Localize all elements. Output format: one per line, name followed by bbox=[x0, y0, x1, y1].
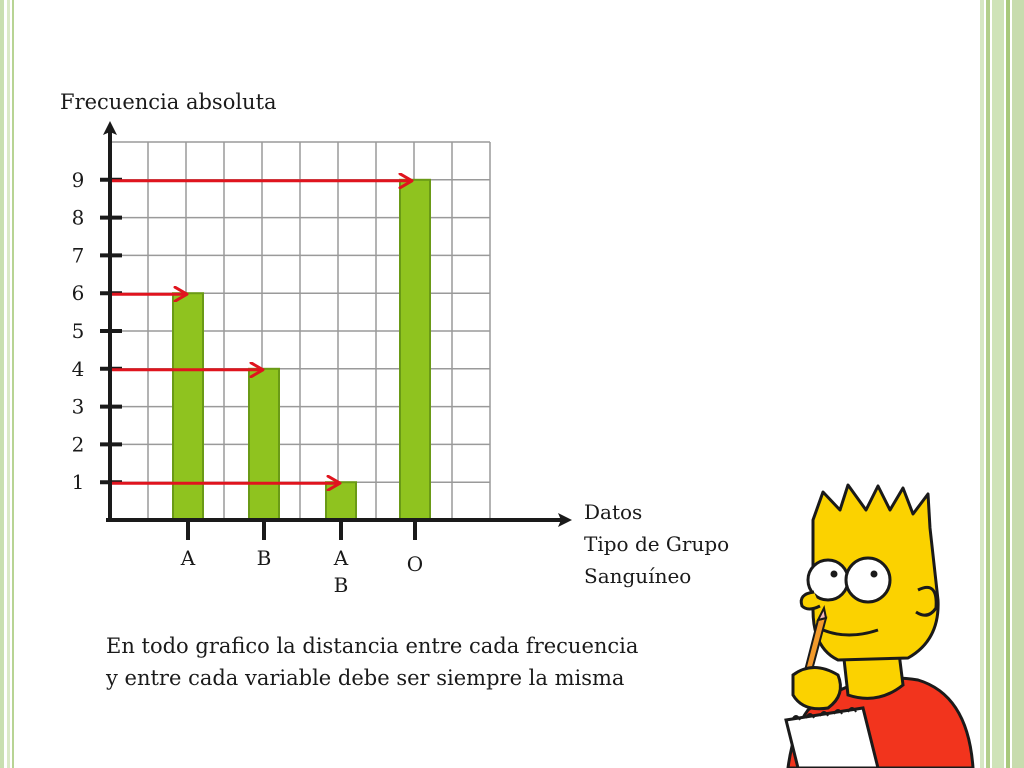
bar-b bbox=[248, 367, 280, 521]
ticks-group: 1 2 3 4 5 6 7 8 9 bbox=[72, 168, 417, 540]
x-tick-label: O bbox=[407, 552, 423, 576]
arrows-group bbox=[112, 181, 412, 483]
x-tick-label: B bbox=[334, 573, 349, 597]
x-axis-title-line-1: Datos bbox=[584, 500, 643, 524]
bar-a bbox=[172, 292, 204, 522]
slide-frame-left bbox=[0, 0, 16, 768]
x-axis-title-line-3: Sanguíneo bbox=[584, 564, 692, 588]
y-tick-label: 4 bbox=[72, 357, 85, 381]
slide-frame-right bbox=[976, 0, 1024, 768]
y-axis-title: Frecuencia absoluta bbox=[60, 90, 277, 114]
bar-o bbox=[399, 178, 431, 522]
x-tick-label: A bbox=[180, 546, 196, 570]
bar-ab bbox=[325, 481, 357, 522]
y-tick-label: 3 bbox=[72, 395, 85, 419]
x-axis-title-line-2: Tipo de Grupo bbox=[584, 532, 730, 556]
y-tick-label: 9 bbox=[72, 168, 85, 192]
y-tick-label: 8 bbox=[72, 206, 85, 230]
y-tick-label: 2 bbox=[72, 432, 85, 456]
x-axis-title: Datos Tipo de Grupo Sanguíneo bbox=[584, 496, 729, 592]
bart-simpson-illustration bbox=[784, 483, 975, 768]
bars-group bbox=[172, 178, 431, 522]
note-text: En todo grafico la distancia entre cada … bbox=[106, 630, 638, 694]
y-tick-label: 7 bbox=[72, 243, 85, 267]
note-line-2: y entre cada variable debe ser siempre l… bbox=[106, 666, 625, 690]
chart-grid bbox=[109, 141, 491, 521]
note-line-1: En todo grafico la distancia entre cada … bbox=[106, 634, 639, 658]
y-tick-label: 6 bbox=[72, 281, 85, 305]
x-labels-group: A B ABO bbox=[180, 546, 423, 597]
axes-group bbox=[103, 121, 572, 527]
y-tick-label: 5 bbox=[72, 319, 85, 343]
x-tick-label: A bbox=[333, 546, 349, 570]
x-tick-label: B bbox=[257, 546, 272, 570]
y-tick-label: 1 bbox=[72, 470, 85, 494]
